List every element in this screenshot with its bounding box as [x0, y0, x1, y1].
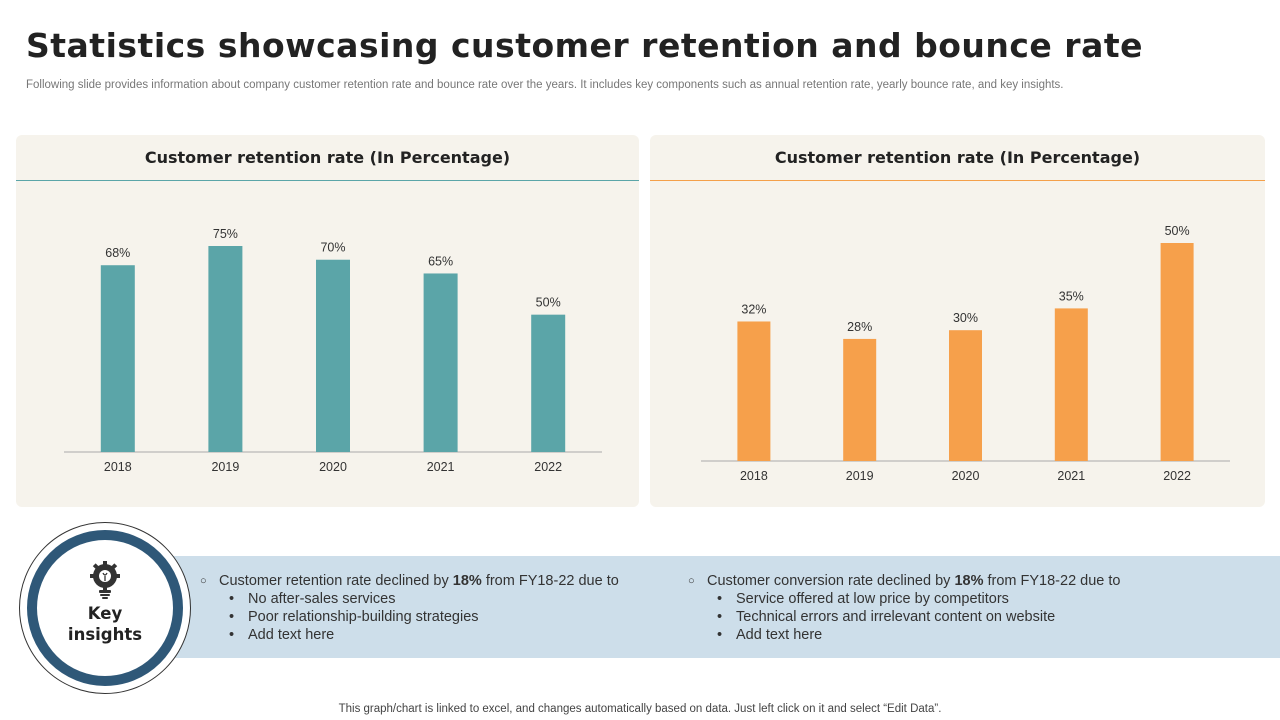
insight-retention: ○ Customer retention rate declined by 18…: [200, 572, 619, 644]
insight-retention-list: No after-sales services Poor relationshi…: [200, 590, 619, 644]
retention-tick-label: 2019: [211, 460, 239, 474]
retention-chart-divider: [16, 180, 639, 181]
bounce-tick-label: 2021: [1057, 469, 1085, 483]
footer-note: This graph/chart is linked to excel, and…: [338, 703, 942, 715]
bounce-chart-divider: [650, 180, 1265, 181]
retention-data-label: 65%: [428, 254, 453, 268]
list-item: Service offered at low price by competit…: [717, 590, 1121, 608]
insight-conversion-tail: from FY18-22 due to: [987, 573, 1121, 589]
retention-data-label: 75%: [213, 227, 238, 241]
insight-conversion: ○ Customer conversion rate declined by 1…: [688, 572, 1121, 644]
insight-conversion-list: Service offered at low price by competit…: [688, 590, 1121, 644]
bounce-bar-2020[interactable]: [949, 330, 982, 461]
circle-bullet-icon: ○: [200, 575, 207, 587]
circle-bullet-icon: ○: [688, 575, 695, 587]
retention-data-label: 68%: [105, 246, 130, 260]
retention-bar-2018[interactable]: [100, 265, 135, 452]
retention-chart-title: Customer retention rate (In Percentage): [144, 148, 511, 167]
list-item[interactable]: Add text here: [717, 626, 1121, 644]
insight-retention-tail: from FY18-22 due to: [485, 573, 619, 589]
retention-tick-label: 2021: [427, 460, 455, 474]
bounce-tick-label: 2020: [952, 469, 980, 483]
insight-conversion-lead: Customer conversion rate declined by: [707, 573, 951, 589]
bounce-chart-panel[interactable]: Customer retention rate (In Percentage) …: [650, 135, 1265, 507]
retention-tick-label: 2022: [534, 460, 562, 474]
bounce-bar-2019[interactable]: [843, 338, 877, 461]
retention-bar-2022[interactable]: [531, 314, 566, 452]
retention-tick-label: 2018: [104, 460, 132, 474]
bounce-tick-label: 2018: [740, 469, 768, 483]
retention-chart[interactable]: 68% 2018 75% 2019 70% 2020 65% 2021 50% 2022: [16, 135, 639, 507]
bounce-chart-title: Customer retention rate (In Percentage): [774, 148, 1141, 167]
bounce-data-label: 32%: [741, 302, 766, 316]
retention-tick-label: 2020: [319, 460, 347, 474]
bounce-data-label: 30%: [953, 311, 978, 325]
list-item: Technical errors and irrelevant content …: [717, 608, 1121, 626]
retention-bar-2019[interactable]: [208, 246, 243, 452]
retention-bar-2020[interactable]: [316, 259, 350, 452]
list-item[interactable]: Add text here: [229, 626, 619, 644]
insight-retention-lead: Customer retention rate declined by: [219, 573, 449, 589]
insight-retention-pct: 18%: [452, 573, 482, 589]
insight-conversion-pct: 18%: [954, 573, 984, 589]
page-title: Statistics showcasing customer retention…: [26, 26, 1143, 65]
retention-bar-2021[interactable]: [423, 273, 458, 452]
bounce-tick-label: 2019: [846, 469, 874, 483]
bounce-bar-2022[interactable]: [1160, 243, 1194, 461]
retention-data-label: 70%: [320, 241, 345, 255]
bounce-chart[interactable]: 32% 2018 28% 2019 30% 2020 35% 2021 50% 2022: [650, 135, 1265, 507]
bounce-bar-2018[interactable]: [737, 321, 771, 461]
bounce-tick-label: 2022: [1163, 469, 1191, 483]
key-insights-ring: [27, 530, 183, 686]
list-item: Poor relationship-building strategies: [229, 608, 619, 626]
retention-data-label: 50%: [536, 296, 561, 310]
lightbulb-gear-icon: [90, 561, 120, 599]
list-item: No after-sales services: [229, 590, 619, 608]
key-insights-label: Key insights: [67, 604, 143, 644]
bounce-data-label: 35%: [1059, 289, 1084, 303]
bounce-data-label: 28%: [847, 320, 872, 334]
retention-chart-panel[interactable]: Customer retention rate (In Percentage) …: [16, 135, 639, 507]
bounce-data-label: 50%: [1165, 224, 1190, 238]
bounce-bar-2021[interactable]: [1054, 308, 1088, 461]
page-subtitle: Following slide provides information abo…: [26, 79, 1064, 91]
